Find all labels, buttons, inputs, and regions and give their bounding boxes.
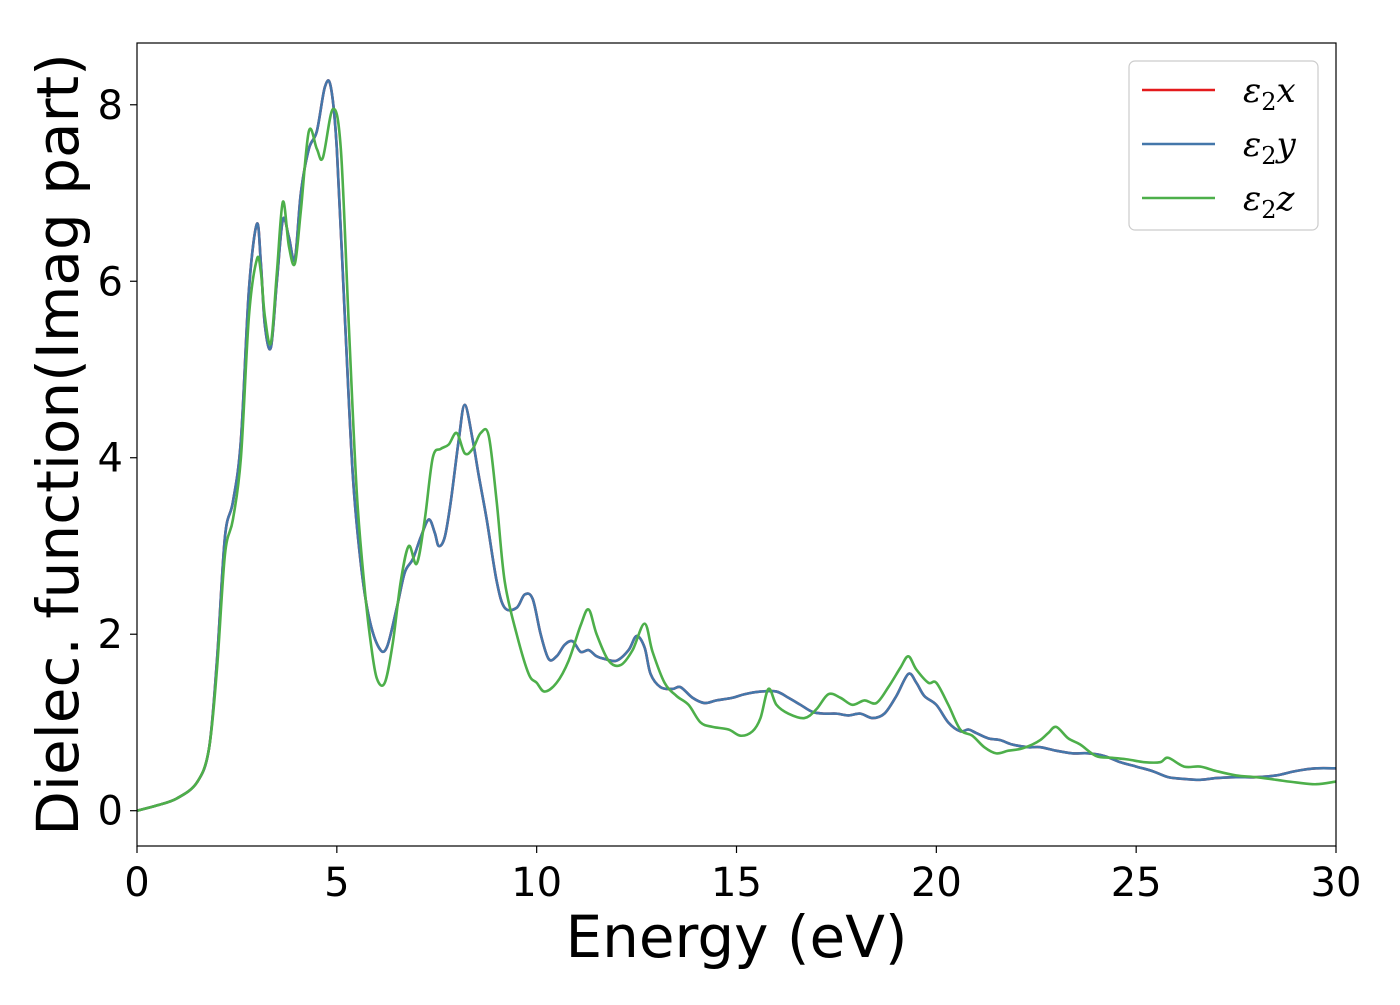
- y-tick-label: 8: [98, 83, 123, 129]
- y-tick-label: 2: [98, 612, 123, 658]
- legend-label: ε2y: [1243, 125, 1297, 170]
- x-tick-label: 5: [324, 860, 349, 906]
- x-tick-label: 15: [711, 860, 762, 906]
- x-axis-ticks: 0 5 10 15 20 25 30: [124, 846, 1361, 906]
- series-line-z: [137, 107, 1336, 812]
- x-tick-label: 30: [1311, 860, 1362, 906]
- legend-label: ε2x: [1243, 71, 1296, 116]
- x-tick-label: 25: [1111, 860, 1162, 906]
- legend-box: [1128, 60, 1319, 231]
- y-tick-label: 0: [98, 789, 123, 835]
- series-line-y: [137, 79, 1336, 812]
- y-axis-ticks: 0 2 4 6 8: [98, 83, 137, 835]
- y-tick-label: 4: [98, 436, 123, 482]
- x-tick-label: 20: [911, 860, 962, 906]
- y-tick-label: 6: [98, 259, 123, 305]
- x-tick-label: 10: [511, 860, 562, 906]
- x-tick-label: 0: [124, 860, 149, 906]
- legend-label: ε2z: [1243, 179, 1296, 224]
- series-layer: [137, 79, 1336, 812]
- legend: ε2x ε2y ε2z: [1128, 60, 1319, 231]
- y-axis-label: Dielec. function(Imag part): [24, 53, 92, 836]
- x-axis-label: Energy (eV): [565, 903, 907, 971]
